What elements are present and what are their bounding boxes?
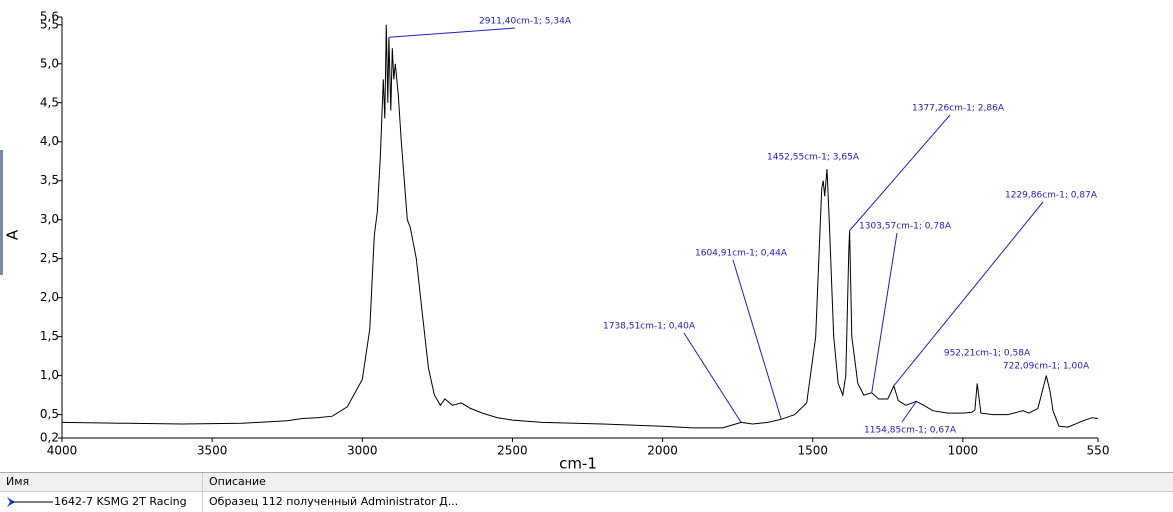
y-tick-label: 1,0 (40, 368, 59, 382)
y-tick-label: 0,2 (40, 431, 59, 445)
x-tick-label: 4000 (47, 444, 78, 458)
annotation-label: 1154,85cm-1; 0,67A (864, 426, 957, 436)
annotation-label: 952,21cm-1; 0,58A (944, 349, 1031, 359)
x-tick-label: 2500 (497, 444, 528, 458)
header-cell: Имя (0, 473, 203, 491)
y-tick-label: 5,5 (40, 17, 59, 31)
y-tick-label: 5,6 (40, 10, 59, 24)
annotation-label: 722,09cm-1; 1,00A (1003, 362, 1090, 372)
annotation-line (893, 201, 1044, 387)
x-tick-label: 2000 (647, 444, 678, 458)
y-tick-label: 2,0 (40, 290, 59, 304)
y-tick-label: 3,0 (40, 212, 59, 226)
header-cell: Описание (209, 475, 266, 488)
table: Имя Описание 1642-7 KSMG 2T Racing Образ… (0, 472, 1173, 512)
y-axis-label: A (4, 229, 22, 240)
x-tick-label: 1500 (797, 444, 828, 458)
annotation-line (732, 259, 782, 420)
y-tick-label: 2,5 (40, 251, 59, 265)
annotation-line (901, 401, 917, 423)
spectrum-line (61, 24, 1099, 429)
annotation-label: 1738,51cm-1; 0,40A (603, 322, 696, 332)
table-header: Имя Описание (0, 473, 1173, 492)
row-cell: 1642-7 KSMG 2T Racing (0, 492, 203, 512)
annotation-label: 2911,40cm-1; 5,34A (479, 17, 572, 27)
row-icon (7, 497, 53, 507)
annotation-label: 1377,26cm-1; 2,86A (912, 104, 1005, 114)
annotation-label: 1229,86cm-1; 0,87A (1005, 191, 1098, 201)
annotation-label: 1303,57cm-1; 0,78A (859, 222, 952, 232)
x-tick-label: 1000 (948, 444, 979, 458)
chart: A cm-1 0,2 0,5 1,0 1,5 2,0 2,5 3,0 3,5 4,0 4,5 5,0… (0, 10, 1110, 473)
annotation-label: 1604,91cm-1; 0,44A (695, 249, 788, 259)
x-tick-label: 3500 (197, 444, 228, 458)
row-cell: Образец 112 полученный Administrator Д..… (209, 495, 459, 508)
row-name: 1642-7 KSMG 2T Racing (54, 495, 187, 508)
y-tick-label: 1,5 (40, 329, 59, 343)
x-tick-label: 3000 (347, 444, 378, 458)
y-tick-label: 5,0 (40, 56, 59, 70)
annotation-line (683, 332, 742, 423)
annotation-line (849, 114, 951, 231)
x-tick-label: 550 (1087, 444, 1110, 458)
x-axis-label: cm-1 (559, 455, 597, 473)
side-edge (0, 150, 3, 275)
y-tick-label: 0,5 (40, 407, 59, 421)
annotation-line (388, 27, 516, 38)
table-row[interactable]: 1642-7 KSMG 2T Racing Образец 112 получе… (0, 492, 1173, 512)
y-tick-label: 3,5 (40, 173, 59, 187)
annotation-label: 1452,55cm-1; 3,65A (767, 153, 860, 163)
annotation-line (871, 232, 898, 393)
y-tick-label: 4,0 (40, 134, 59, 148)
y-tick-label: 4,5 (40, 95, 59, 109)
